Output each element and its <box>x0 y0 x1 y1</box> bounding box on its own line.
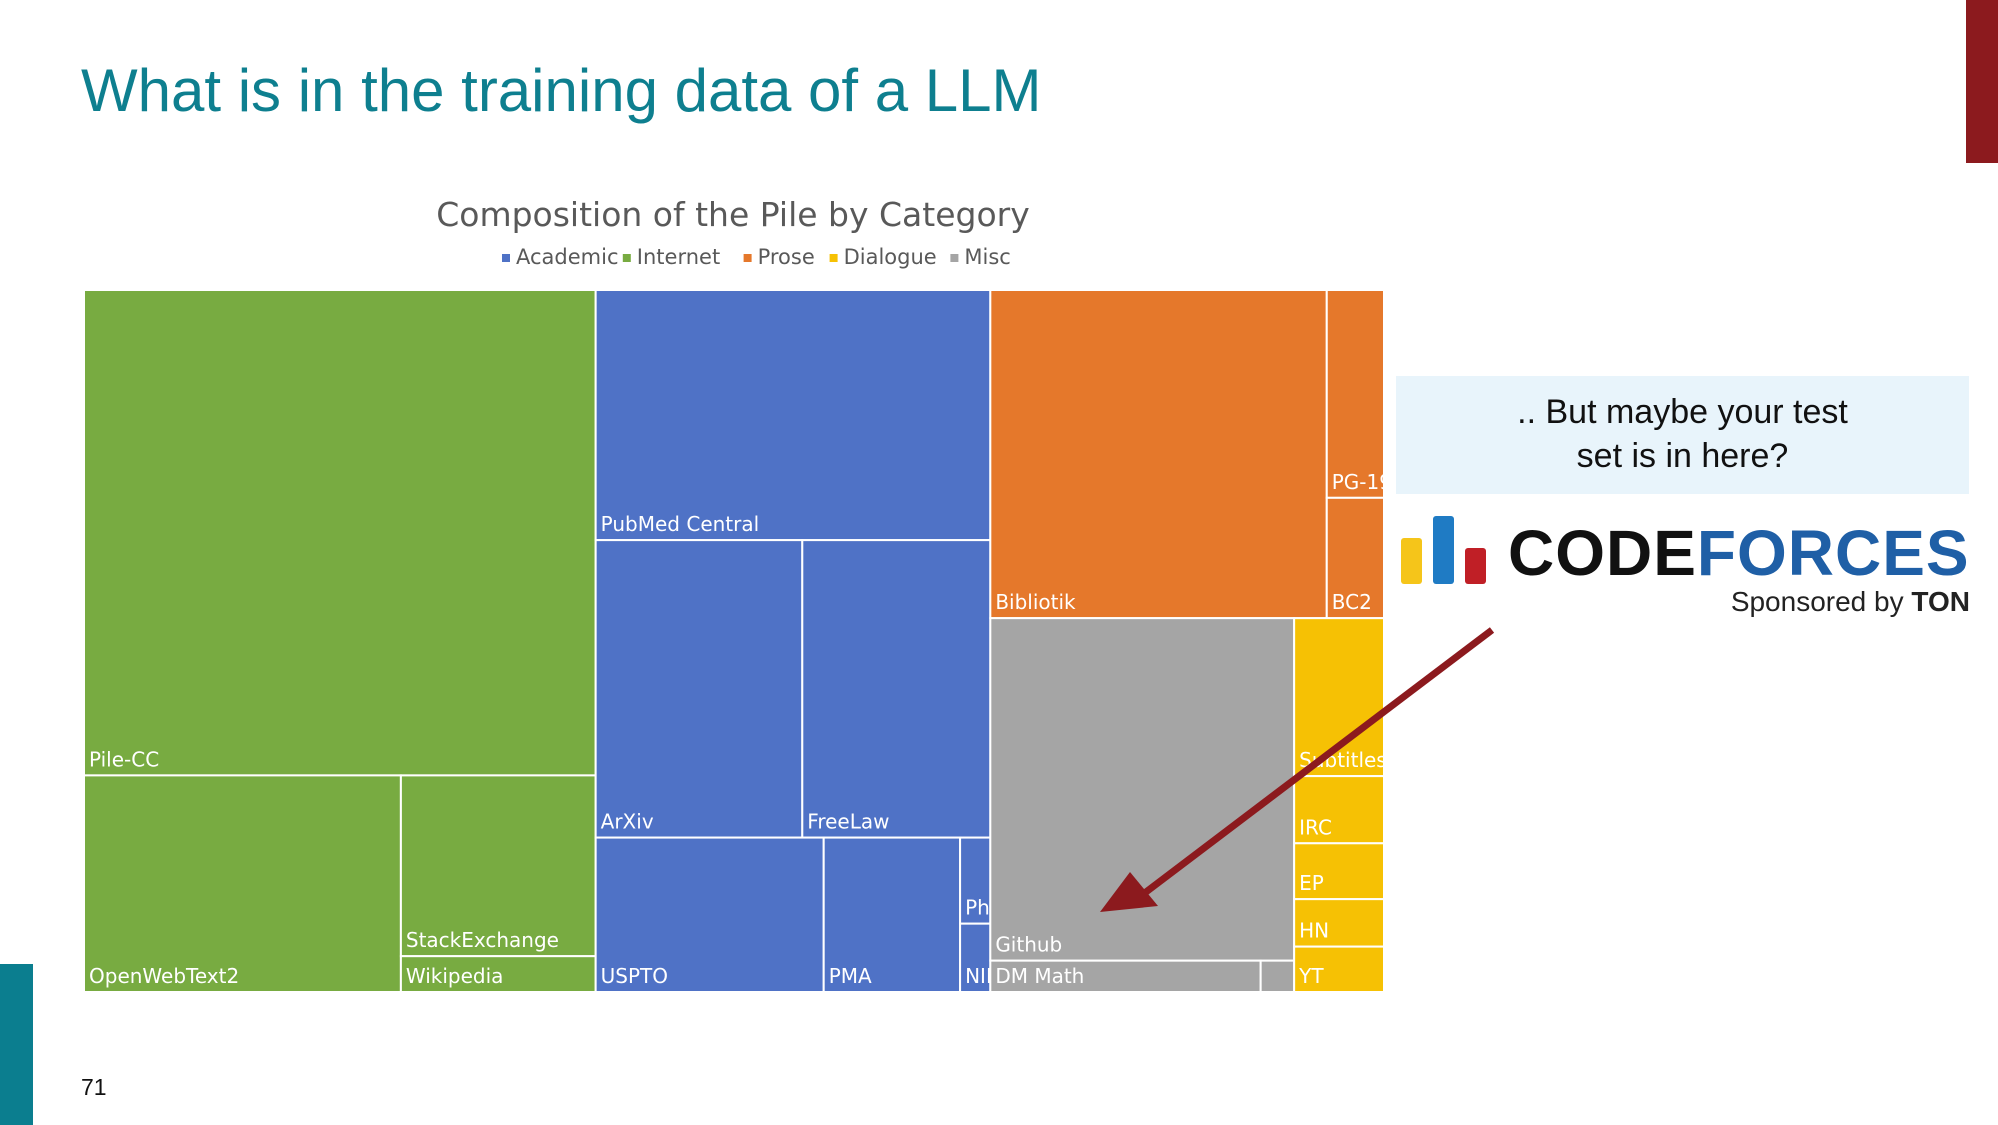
legend-swatch-prose <box>743 254 752 262</box>
legend-label-prose: Prose <box>758 245 815 269</box>
treemap-label-stackexchange: StackExchange <box>406 928 559 952</box>
bottom-left-accent-bar <box>0 964 33 1125</box>
logo-bar-red <box>1465 548 1486 584</box>
treemap-label-arxiv: ArXiv <box>601 810 654 834</box>
sponsor-prefix: Sponsored by <box>1730 586 1912 617</box>
legend-swatch-misc <box>950 254 959 262</box>
treemap-label-pg-19: PG-19 <box>1332 470 1392 494</box>
treemap-cell-pg-19 <box>1325 289 1385 499</box>
legend-swatch-academic <box>502 254 510 262</box>
logo-bar-yellow <box>1401 538 1422 584</box>
treemap-cell-pubmed-central <box>594 289 992 542</box>
treemap-label-openwebtext2: OpenWebText2 <box>89 964 239 988</box>
codeforces-bars-icon <box>1400 512 1490 584</box>
page-number: 71 <box>81 1074 107 1100</box>
treemap-label-pma: PMA <box>829 964 872 988</box>
treemap-label-ep: EP <box>1299 871 1324 895</box>
treemap-cell-bc2 <box>1325 496 1385 620</box>
logo-word-forces: FORCES <box>1696 517 1970 589</box>
top-right-accent-bar <box>1966 0 1998 163</box>
treemap-label-bc2: BC2 <box>1332 590 1372 614</box>
treemap-cell-arxiv <box>594 539 804 839</box>
chart-title: Composition of the Pile by Category <box>436 195 1030 234</box>
legend-label-academic: Academic <box>516 245 619 269</box>
treemap-cell-pma <box>822 836 962 994</box>
treemap-label-irc: IRC <box>1299 815 1332 839</box>
treemap-label-freelaw: FreeLaw <box>807 810 889 834</box>
treemap-label-bibliotik: Bibliotik <box>995 590 1076 614</box>
treemap-cell-github <box>989 617 1296 962</box>
callout-line-1: .. But maybe your test <box>1517 393 1848 431</box>
treemap-cell-nih <box>959 922 992 993</box>
logo-bar-blue <box>1433 516 1454 584</box>
logo-sponsor: Sponsored by TON <box>1731 586 1970 618</box>
logo-wordmark: CODEFORCES <box>1508 516 1970 590</box>
logo-word-code: CODE <box>1508 517 1697 589</box>
legend-swatch-internet <box>622 254 631 262</box>
treemap-cell-freelaw <box>801 539 992 839</box>
treemap-label-hn: HN <box>1299 919 1329 943</box>
callout-line-2: set is in here? <box>1576 437 1789 475</box>
callout-box: .. But maybe your test set is in here? <box>1396 376 1969 494</box>
treemap-label-dm-math: DM Math <box>995 964 1084 988</box>
treemap-cell-bibliotik <box>989 289 1328 620</box>
chart-legend: Academic Internet Prose Dialogue Misc <box>502 245 1011 269</box>
treemap-label-pubmed-central: PubMed Central <box>601 512 760 536</box>
treemap-cell-yt <box>1293 945 1385 993</box>
treemap-label-github: Github <box>995 933 1062 957</box>
treemap-cell-wikipedia <box>399 955 597 994</box>
codeforces-logo: CODEFORCES Sponsored by TON <box>1400 512 1974 622</box>
treemap-cells: Pile-CC OpenWebText2 StackExchange Wikipedi… <box>83 289 1392 994</box>
legend-label-dialogue: Dialogue <box>844 245 937 269</box>
treemap-cell-hn <box>1293 898 1385 948</box>
legend-label-internet: Internet <box>637 245 720 269</box>
treemap-cell-openwebtext2 <box>83 774 402 994</box>
treemap-label-pile-cc: Pile-CC <box>89 747 159 771</box>
legend-swatch-dialogue <box>829 254 838 262</box>
treemap-label-yt: YT <box>1298 964 1324 988</box>
legend-label-misc: Misc <box>964 245 1010 269</box>
slide-title: What is in the training data of a LLM <box>81 57 1042 124</box>
pointer-arrow <box>1100 627 1495 912</box>
treemap-cell-unlabeled <box>1259 959 1296 993</box>
treemap-label-uspto: USPTO <box>601 964 668 988</box>
treemap-cell-pile-cc <box>83 289 597 777</box>
sponsor-name: TON <box>1911 586 1970 617</box>
treemap-cell-irc <box>1293 775 1385 845</box>
treemap-label-wikipedia: Wikipedia <box>406 964 504 988</box>
